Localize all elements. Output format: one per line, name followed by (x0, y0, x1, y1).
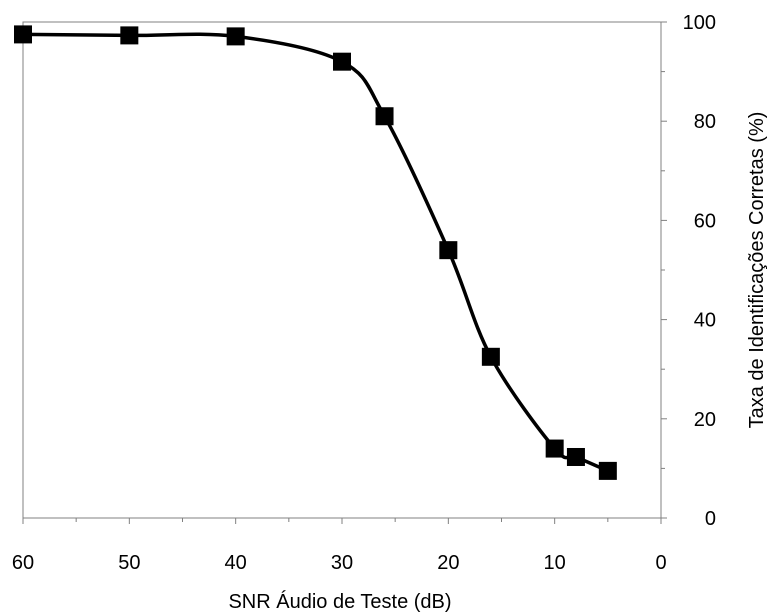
y-tick-label: 80 (694, 111, 716, 133)
x-tick-label: 0 (655, 552, 666, 574)
y-tick-label: 20 (694, 409, 716, 431)
y-tick-label: 0 (705, 508, 716, 530)
x-axis-title: SNR Áudio de Teste (dB) (228, 590, 451, 613)
data-point-marker (226, 27, 245, 46)
series-line (21, 32, 610, 473)
data-point-marker (439, 241, 458, 260)
data-point-marker (333, 52, 351, 71)
data-point-marker (481, 347, 500, 366)
x-tick-label: 60 (12, 552, 34, 574)
x-tick-label: 10 (544, 552, 566, 574)
data-point-marker (598, 461, 617, 480)
y-tick-label: 100 (683, 12, 716, 34)
x-tick-label: 40 (225, 552, 247, 574)
plot-frame (22, 21, 662, 519)
x-tick-label: 30 (331, 552, 353, 574)
y-tick-label: 60 (694, 210, 716, 232)
x-tick-label: 50 (118, 552, 140, 574)
y-tick-label: 40 (694, 310, 716, 332)
data-point-marker (545, 439, 564, 458)
data-point-marker (566, 447, 585, 466)
data-point-marker (14, 25, 32, 44)
x-tick-label: 20 (437, 552, 459, 574)
y-axis-title: Taxa de Identificações Corretas (%) (746, 112, 768, 429)
data-point-marker (375, 107, 394, 126)
data-point-marker (120, 26, 139, 45)
